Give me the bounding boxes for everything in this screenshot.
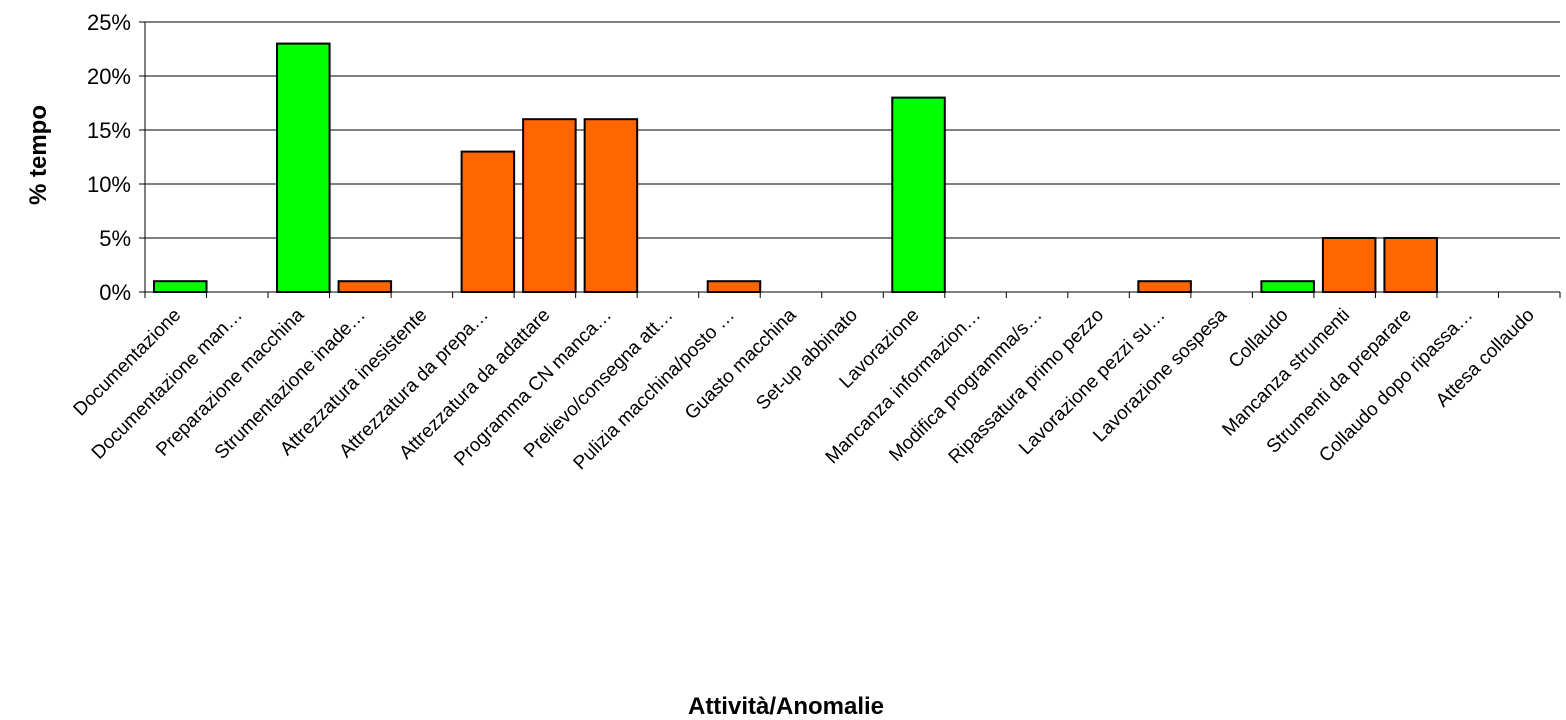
- bar: [583, 118, 639, 293]
- bar: [522, 118, 577, 293]
- bar: [1321, 237, 1377, 293]
- bar: [460, 150, 516, 293]
- bar: [891, 96, 946, 293]
- y-tick-label: 15%: [87, 118, 131, 143]
- y-tick-label: 25%: [87, 10, 131, 35]
- y-tick-label: 10%: [87, 172, 131, 197]
- bar: [1260, 280, 1315, 294]
- y-tick-label: 0%: [99, 280, 131, 305]
- bar: [153, 280, 208, 294]
- y-axis-title: % tempo: [25, 105, 52, 205]
- bar: [706, 280, 762, 294]
- bar: [1137, 280, 1192, 294]
- x-axis-title: Attività/Anomalie: [688, 693, 884, 720]
- gridlines: [145, 21, 1560, 239]
- bar: [337, 280, 393, 294]
- y-tick-label: 20%: [87, 64, 131, 89]
- bar: [276, 42, 331, 293]
- y-tick-label: 5%: [99, 226, 131, 251]
- x-tick-label: Guasto macchina: [681, 304, 801, 424]
- bars: [153, 42, 1438, 294]
- bar: [1383, 237, 1438, 293]
- axes: [139, 21, 1561, 298]
- x-tick-label: Documentazione: [70, 305, 186, 421]
- y-tick-labels: 0% 5% 10% 15% 20% 25%: [87, 10, 131, 305]
